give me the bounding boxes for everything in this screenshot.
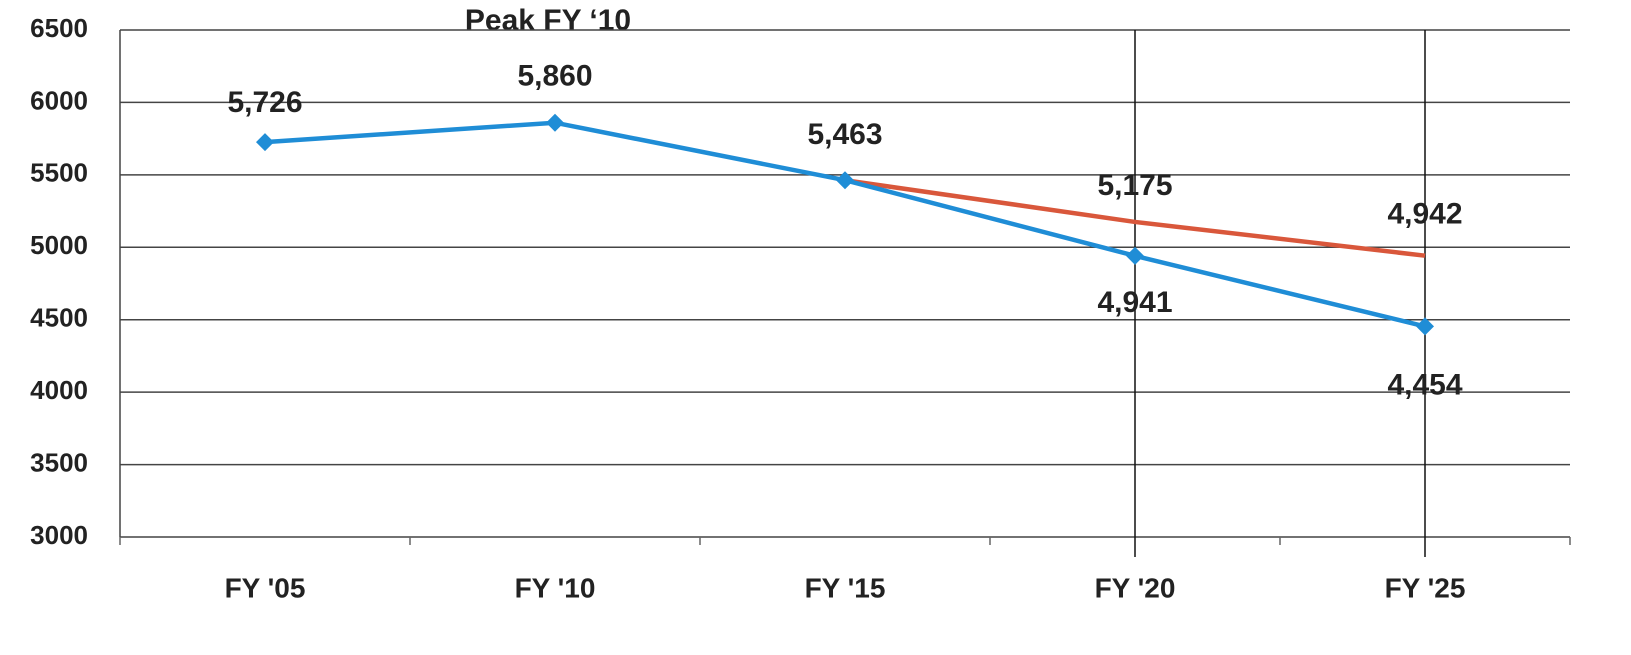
x-tick-label: FY '20 xyxy=(1095,572,1176,603)
marker xyxy=(836,171,854,190)
y-tick-label: 5000 xyxy=(30,230,88,260)
data-label: 5,726 xyxy=(227,86,302,119)
y-tick-label: 5500 xyxy=(30,158,88,188)
marker xyxy=(1126,246,1144,265)
data-label: 4,941 xyxy=(1097,286,1172,319)
x-tick-label: FY '05 xyxy=(225,572,306,603)
x-tick-label: FY '25 xyxy=(1385,572,1466,603)
x-tick-label: FY '15 xyxy=(805,572,886,603)
data-label: 5,463 xyxy=(807,118,882,151)
y-tick-label: 6000 xyxy=(30,85,88,115)
series-line xyxy=(264,120,1426,329)
data-label: 5,175 xyxy=(1097,169,1172,202)
data-label: 5,860 xyxy=(517,60,592,93)
x-tick-label: FY '10 xyxy=(515,572,596,603)
marker xyxy=(1416,317,1434,336)
marker xyxy=(546,113,564,132)
data-label: 4,454 xyxy=(1387,368,1462,401)
y-tick-label: 3500 xyxy=(30,447,88,477)
y-tick-label: 4000 xyxy=(30,375,88,405)
marker xyxy=(256,133,274,152)
y-tick-label: 3000 xyxy=(30,520,88,550)
y-tick-label: 6500 xyxy=(30,13,88,43)
y-tick-label: 4500 xyxy=(30,303,88,333)
data-label: 4,942 xyxy=(1387,198,1462,231)
annotation: Peak FY ‘10 xyxy=(465,4,631,37)
series-line xyxy=(844,177,1426,258)
